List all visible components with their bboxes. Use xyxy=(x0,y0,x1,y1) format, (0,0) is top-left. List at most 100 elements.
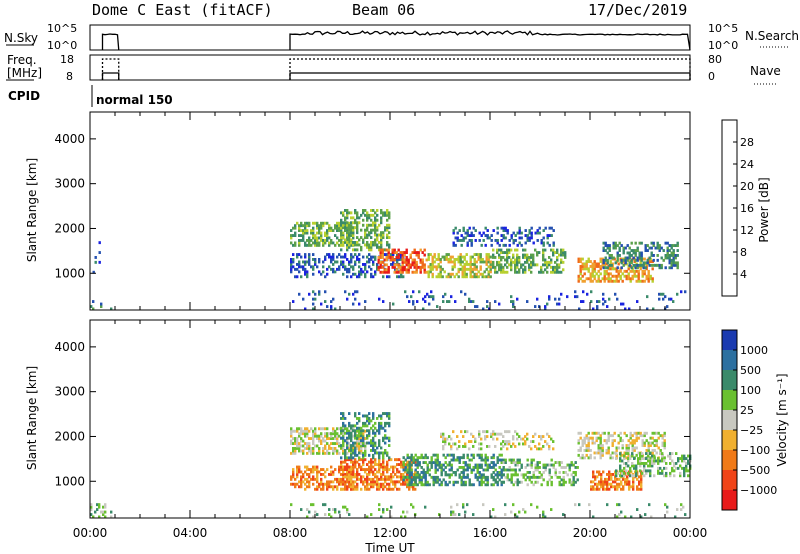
data-cell xyxy=(649,459,652,463)
data-cell xyxy=(647,274,650,278)
data-cell xyxy=(544,248,547,252)
data-cell xyxy=(610,256,613,260)
data-cell xyxy=(672,300,675,303)
data-cell xyxy=(330,434,333,438)
data-cell xyxy=(676,244,679,247)
data-cell xyxy=(474,239,477,242)
data-cell xyxy=(306,231,309,235)
velocity-colorbar-swatch xyxy=(722,350,737,371)
data-cell xyxy=(633,464,636,468)
data-cell xyxy=(532,256,535,259)
data-cell xyxy=(326,234,329,237)
data-cell xyxy=(386,209,389,212)
data-cell xyxy=(452,513,455,516)
data-cell xyxy=(344,209,347,212)
data-cell xyxy=(496,473,499,477)
data-cell xyxy=(616,251,619,255)
data-cell xyxy=(622,249,625,252)
data-cell xyxy=(424,475,427,479)
data-cell xyxy=(631,452,634,455)
data-cell xyxy=(526,258,529,262)
data-cell xyxy=(660,292,663,296)
data-cell xyxy=(352,241,355,244)
data-cell xyxy=(427,270,430,274)
data-cell xyxy=(498,263,501,267)
data-cell xyxy=(536,466,539,469)
data-cell xyxy=(474,475,477,479)
data-cell xyxy=(401,260,404,264)
data-cell xyxy=(332,470,335,474)
data-cell xyxy=(464,480,467,484)
data-cell xyxy=(470,453,473,457)
data-cell xyxy=(447,258,450,261)
data-cell xyxy=(518,256,521,259)
data-cell xyxy=(360,444,363,448)
data-cell xyxy=(352,456,355,460)
freq-label-line1: Freq. xyxy=(7,53,37,67)
data-cell xyxy=(384,485,387,489)
data-cell xyxy=(316,473,319,476)
data-cell xyxy=(102,513,105,516)
data-cell xyxy=(330,447,333,450)
data-cell xyxy=(470,231,473,235)
data-cell xyxy=(354,473,357,476)
data-cell xyxy=(374,480,377,484)
data-cell xyxy=(388,245,391,249)
data-cell xyxy=(328,482,331,486)
data-cell xyxy=(354,458,357,462)
data-cell xyxy=(623,431,626,435)
data-cell xyxy=(649,441,652,445)
data-cell xyxy=(300,255,303,259)
data-cell xyxy=(320,224,323,228)
data-cell xyxy=(370,460,373,464)
data-cell xyxy=(492,437,495,441)
data-cell xyxy=(479,258,482,261)
data-cell xyxy=(308,255,311,259)
data-cell xyxy=(633,439,636,443)
data-cell xyxy=(512,253,515,257)
data-cell xyxy=(368,412,371,415)
data-cell xyxy=(656,241,659,245)
data-cell xyxy=(520,231,523,235)
data-cell xyxy=(338,229,341,232)
data-cell xyxy=(606,266,609,270)
data-cell xyxy=(658,249,661,252)
data-cell xyxy=(532,458,535,462)
data-cell xyxy=(461,275,464,279)
data-cell xyxy=(404,466,407,469)
data-cell xyxy=(308,475,311,479)
data-cell xyxy=(344,453,347,457)
data-cell xyxy=(346,487,349,491)
data-cell xyxy=(404,477,407,481)
data-cell xyxy=(300,229,303,232)
data-cell xyxy=(468,300,471,303)
data-cell xyxy=(402,456,405,460)
data-cell xyxy=(585,444,588,447)
data-cell xyxy=(512,473,515,477)
data-cell xyxy=(643,474,646,478)
data-cell xyxy=(624,256,627,260)
data-cell xyxy=(589,449,592,452)
data-cell xyxy=(292,473,295,476)
data-cell xyxy=(524,466,527,469)
data-cell xyxy=(302,449,305,453)
data-cell xyxy=(560,258,563,262)
data-cell xyxy=(416,463,419,467)
data-cell xyxy=(446,463,449,467)
data-cell xyxy=(362,209,365,212)
data-cell xyxy=(348,482,351,486)
data-cell xyxy=(374,434,377,438)
data-cell xyxy=(468,440,471,443)
data-cell xyxy=(548,226,551,230)
data-cell xyxy=(421,265,424,269)
data-cell xyxy=(412,473,415,476)
data-cell xyxy=(425,270,428,274)
data-cell xyxy=(360,451,363,455)
data-cell xyxy=(419,270,422,274)
data-cell xyxy=(384,421,387,425)
data-cell xyxy=(444,461,447,464)
data-cell xyxy=(641,454,644,458)
data-cell xyxy=(379,260,382,264)
data-cell xyxy=(462,236,465,240)
data-cell xyxy=(623,471,626,475)
